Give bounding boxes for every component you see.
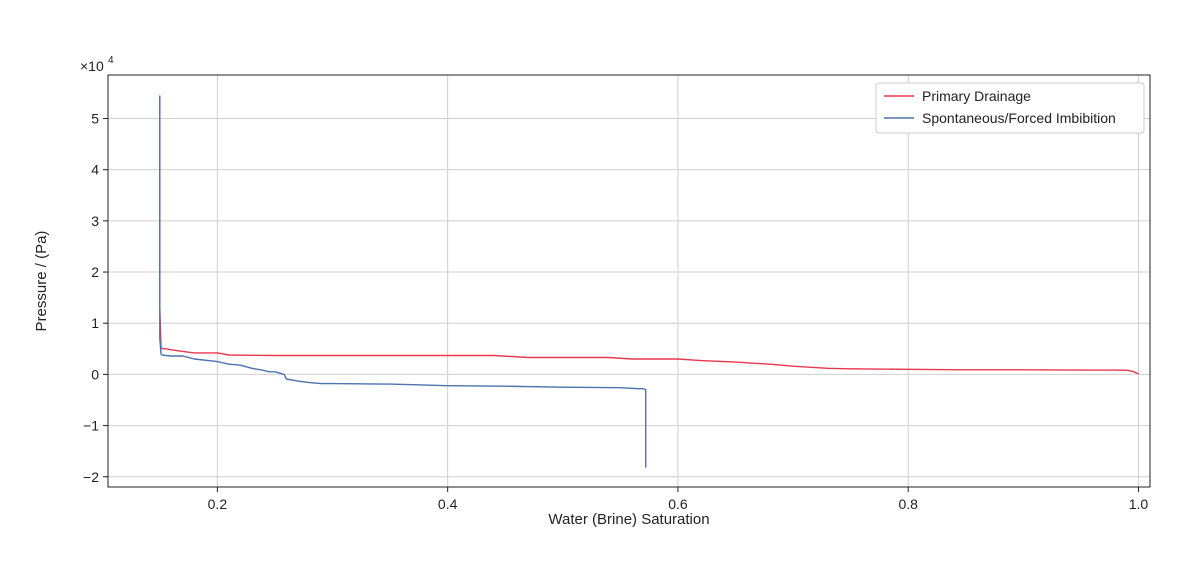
legend: Primary Drainage Spontaneous/Forced Imbi… [875,82,1145,134]
x-tick-label: 0.8 [898,496,918,512]
y-scale-exponent: 4 [108,55,114,66]
x-tick-label: 0.4 [438,496,458,512]
y-tick-label: −2 [83,469,99,485]
y-tick-label: 5 [91,111,99,127]
x-axis-label: Water (Brine) Saturation [548,511,709,528]
series-line-0 [159,98,1139,375]
x-tick-label: 1.0 [1129,496,1149,512]
plot-area [108,75,1150,487]
y-tick-label: 3 [91,213,99,229]
legend-label-primary-drainage: Primary Drainage [922,88,1031,104]
series-line-1 [159,95,647,468]
x-tick-label: 0.2 [208,496,228,512]
y-tick-label: 1 [91,315,99,331]
plot-frame [107,74,1151,488]
y-tick-label: 2 [91,264,99,280]
y-tick-label: −1 [83,418,99,434]
legend-box [875,82,1145,134]
y-tick-label: 0 [91,366,99,382]
x-tick-label: 0.6 [668,496,688,512]
axis-ticks: 0.2 0.4 0.6 0.8 1.0 −2 −1 0 1 2 3 4 5 [83,111,1148,512]
y-tick-label: 4 [91,162,99,178]
series-lines [159,95,1139,468]
y-scale-factor: ×10 [80,58,104,74]
y-axis-label: Pressure / (Pa) [33,231,50,332]
legend-label-imbibition: Spontaneous/Forced Imbibition [922,110,1116,126]
